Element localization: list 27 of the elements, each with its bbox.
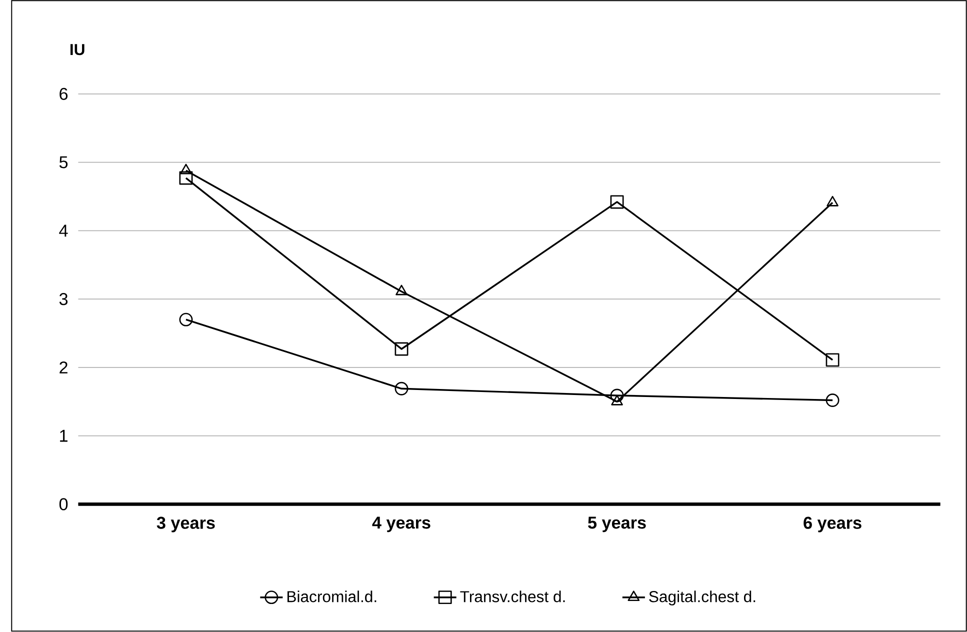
y-tick-label: 2 (60, 362, 68, 374)
y-tick-label: 5 (59, 156, 68, 168)
x-tick-label: 3 years (156, 516, 215, 532)
point (610, 195, 624, 209)
point (179, 171, 193, 185)
y-axis-title: IU (70, 44, 84, 56)
x-tick-label: 6 years (804, 516, 862, 532)
legend-label: Sagital.chest d. (649, 590, 756, 606)
legend-label: Biacromial.d. (287, 590, 376, 602)
point (179, 312, 193, 326)
point (611, 395, 623, 406)
point (396, 284, 408, 296)
y-tick-label: 0 (59, 498, 68, 510)
x-tick-label: 4 years (372, 516, 430, 532)
point (394, 342, 408, 356)
y-tick-label: 4 (59, 224, 68, 237)
point (610, 388, 624, 402)
point (826, 196, 838, 206)
point (826, 394, 840, 408)
legend-label: Transv.chest d. (460, 590, 565, 602)
x-tick-label: 5 years (588, 516, 646, 532)
y-tick-label: 6 (60, 88, 68, 100)
point (180, 164, 192, 174)
point (826, 353, 840, 367)
point (394, 382, 408, 396)
y-tick-label: 1 (60, 430, 68, 442)
y-tick-label: 3 (59, 293, 68, 306)
